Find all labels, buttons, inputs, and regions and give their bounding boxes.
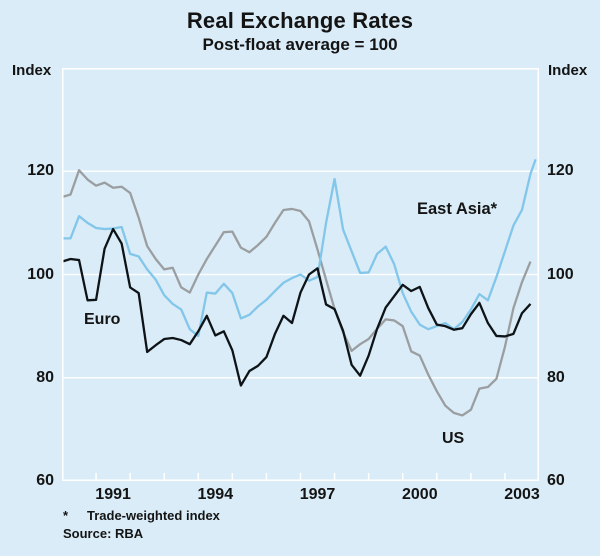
footnote-note: Trade-weighted index bbox=[87, 508, 220, 523]
series-line-euro bbox=[62, 227, 532, 387]
plot-area bbox=[62, 68, 539, 481]
series-label-euro: Euro bbox=[84, 311, 121, 328]
y-axis-unit-left: Index bbox=[12, 62, 52, 79]
y-axis-label-right: 120 bbox=[547, 162, 574, 180]
y-axis-label-left: 120 bbox=[27, 162, 54, 180]
y-axis-label-left: 60 bbox=[36, 472, 54, 489]
series-label-east-asia: East Asia* bbox=[417, 200, 498, 218]
y-axis-label-right: 80 bbox=[547, 368, 565, 386]
footnote-asterisk: * bbox=[63, 508, 69, 523]
x-axis-label: 1997 bbox=[299, 486, 336, 503]
chart-title: Real Exchange Rates bbox=[186, 8, 414, 33]
x-axis-label: 1994 bbox=[197, 486, 234, 503]
x-axis-label: 1991 bbox=[95, 486, 131, 503]
y-axis-label-left: 100 bbox=[27, 265, 54, 283]
y-axis-label-left: 80 bbox=[36, 368, 54, 386]
y-axis-label-right: 60 bbox=[547, 472, 565, 489]
series-label-us: US bbox=[442, 430, 465, 447]
chart-subtitle: Post-float average = 100 bbox=[202, 35, 398, 54]
series-line-us bbox=[62, 169, 532, 417]
plot-border bbox=[62, 68, 539, 481]
x-axis-label: 2000 bbox=[402, 486, 438, 503]
series-line-east-asia bbox=[62, 158, 537, 338]
y-axis-unit-right: Index bbox=[548, 62, 588, 79]
footnote-source: Source: RBA bbox=[63, 526, 144, 541]
x-axis-label: 2003 bbox=[504, 486, 540, 503]
y-axis-label-right: 100 bbox=[547, 265, 574, 283]
